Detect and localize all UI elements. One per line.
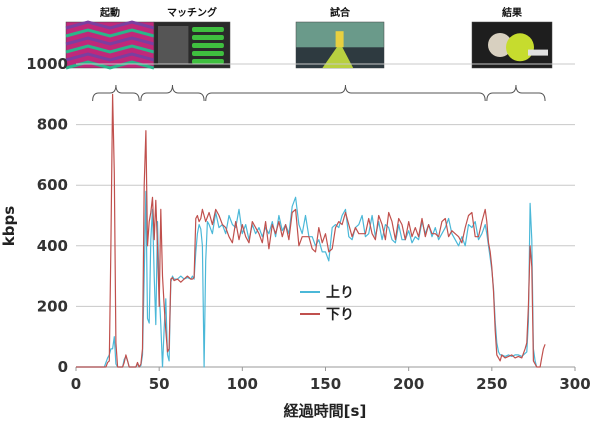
phase-thumbnail <box>65 20 155 70</box>
y-axis-title: kbps <box>0 206 18 246</box>
legend-label: 下り <box>326 307 354 323</box>
phase-thumbnail <box>295 21 385 69</box>
y-tick-label: 600 <box>37 176 68 194</box>
x-tick-label: 50 <box>149 375 170 393</box>
y-tick-label: 0 <box>58 358 68 376</box>
phase-thumbnail <box>153 21 231 69</box>
x-tick-label: 100 <box>227 375 258 393</box>
series-line-down <box>76 93 546 368</box>
legend-label: 上り <box>326 285 354 301</box>
x-axis-title: 経過時間[s] <box>284 402 367 420</box>
phase-bracket <box>486 84 546 102</box>
phase-label: マッチング <box>167 6 217 19</box>
phase-label: 結果 <box>502 6 523 19</box>
phase-bracket <box>92 84 140 102</box>
phase-label: 起動 <box>99 6 120 19</box>
series-line-up <box>76 190 538 368</box>
series-lines <box>76 93 546 368</box>
y-tick-label: 200 <box>37 297 68 315</box>
y-axis-tick-labels: 0 200 400 600 800 1000 <box>26 55 68 376</box>
phase-label: 試合 <box>330 6 351 19</box>
y-tick-label: 1000 <box>26 55 68 73</box>
phase-bracket <box>140 84 205 102</box>
phase-thumbnails: 起動 マッチング 試合 結果 <box>65 6 553 70</box>
y-tick-label: 800 <box>37 116 68 134</box>
horizontal-gridlines <box>76 63 575 307</box>
x-tick-label: 300 <box>559 375 590 393</box>
x-tick-label: 200 <box>393 375 424 393</box>
x-tick-label: 0 <box>71 375 81 393</box>
x-tick-label: 250 <box>476 375 507 393</box>
phase-brackets <box>92 84 546 102</box>
y-tick-label: 400 <box>37 237 68 255</box>
x-tick-label: 150 <box>310 375 341 393</box>
phase-bracket <box>205 84 486 102</box>
phase-thumbnail <box>471 21 553 69</box>
x-axis-tick-labels: 0 50 100 150 200 250 300 <box>71 367 591 393</box>
